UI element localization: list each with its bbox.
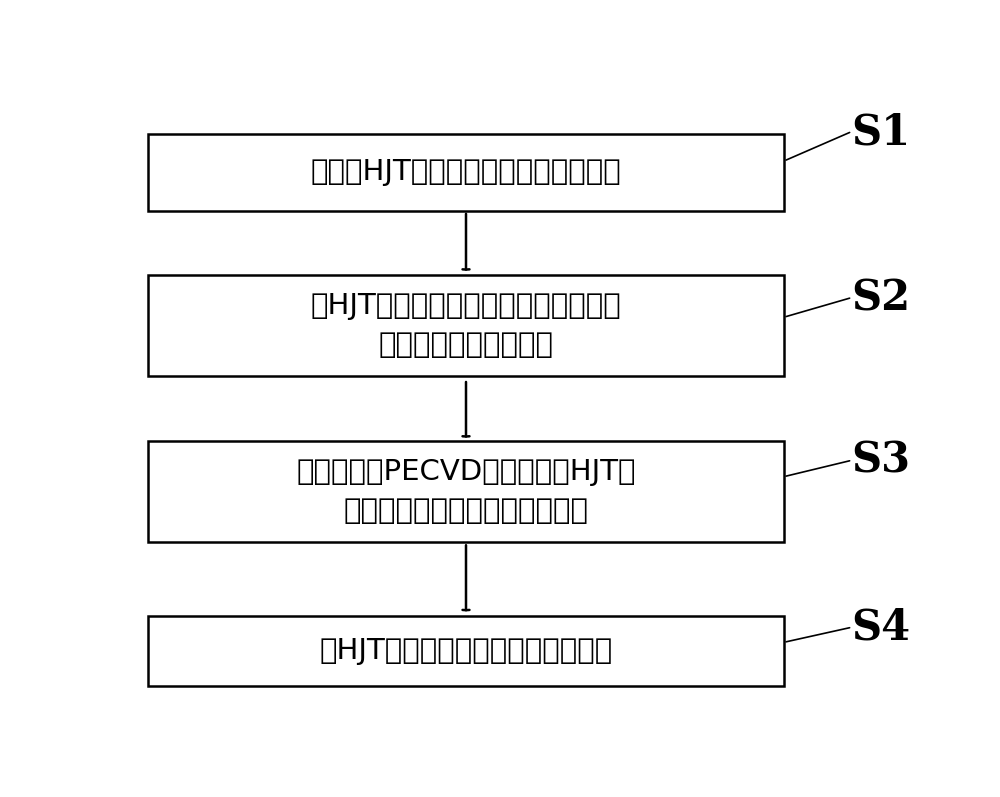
Text: S1: S1 (851, 112, 910, 154)
Bar (148, 616, 784, 686)
Bar (148, 134, 784, 210)
Bar (148, 275, 784, 376)
Text: 将片盒放入PECVD设备中，在HJT电
池片边缘沉积形成本征非晶硅层: 将片盒放入PECVD设备中，在HJT电 池片边缘沉积形成本征非晶硅层 (296, 458, 636, 525)
Bar (148, 441, 784, 542)
Text: S2: S2 (851, 277, 910, 319)
Text: 对HJT电池片进行分选、测试、封装: 对HJT电池片进行分选、测试、封装 (319, 637, 613, 665)
Text: S4: S4 (851, 607, 910, 649)
Text: 对整片HJT电池进行切片，得到电池片: 对整片HJT电池进行切片，得到电池片 (311, 159, 621, 186)
Text: S3: S3 (851, 440, 910, 481)
Text: 将HJT电池片堆叠形成电池堆，并将所
述电池堆竖放到片盒中: 将HJT电池片堆叠形成电池堆，并将所 述电池堆竖放到片盒中 (311, 292, 621, 359)
